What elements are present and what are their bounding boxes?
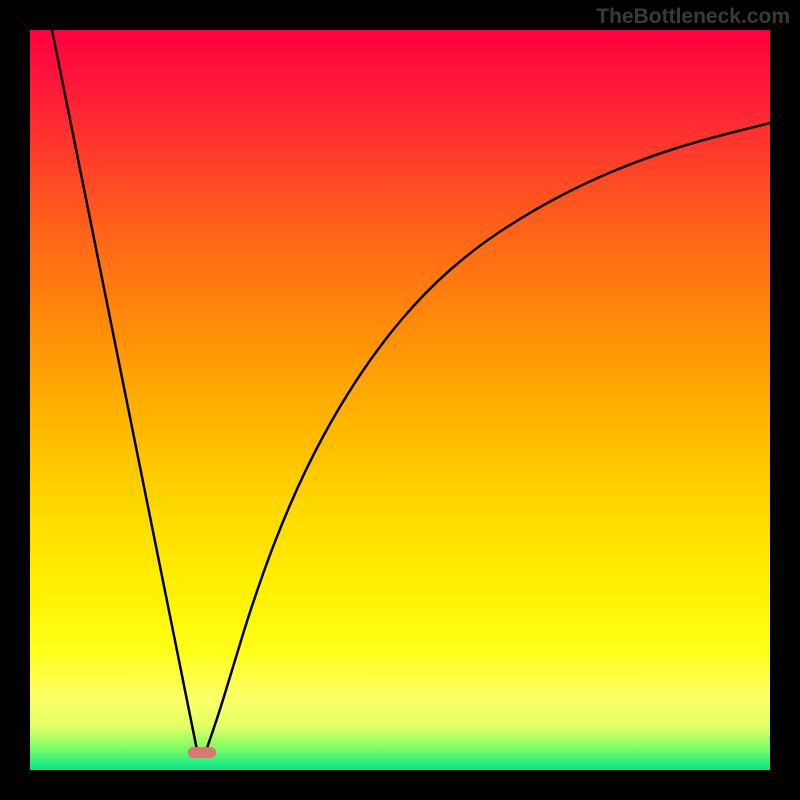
watermark-text: TheBottleneck.com [596,5,790,29]
minimum-marker [188,747,216,758]
chart-container: TheBottleneck.com [0,0,800,800]
plot-area [30,30,770,770]
bottleneck-curve [52,30,770,750]
curve-layer [30,30,770,770]
